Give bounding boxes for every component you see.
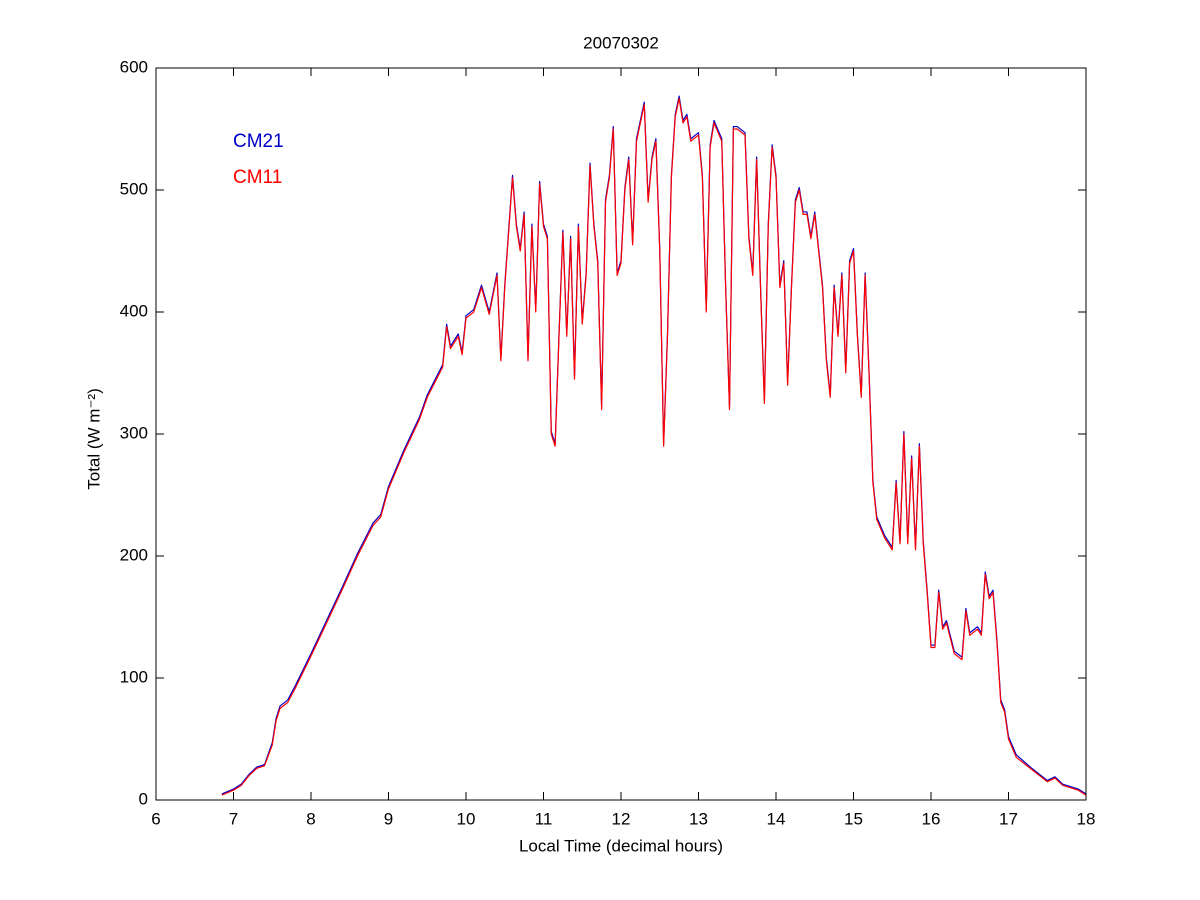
x-tick-label: 8 xyxy=(306,809,315,828)
x-axis-label: Local Time (decimal hours) xyxy=(519,836,723,855)
x-tick-label: 15 xyxy=(844,809,863,828)
y-tick-label: 400 xyxy=(120,301,148,320)
x-tick-label: 14 xyxy=(767,809,786,828)
x-tick-label: 12 xyxy=(612,809,631,828)
x-tick-label: 11 xyxy=(535,809,553,828)
y-tick-label: 0 xyxy=(139,789,148,808)
plot-frame xyxy=(155,67,1087,801)
y-tick-label: 100 xyxy=(120,667,148,686)
data-line xyxy=(221,97,1087,796)
y-tick-label: 200 xyxy=(120,545,148,564)
x-tick-label: 7 xyxy=(229,809,238,828)
x-tick-label: 17 xyxy=(999,809,1018,828)
y-tick-label: 300 xyxy=(120,423,148,442)
x-tick-label: 9 xyxy=(384,809,393,828)
x-tick-label: 13 xyxy=(689,809,708,828)
x-tick-label: 6 xyxy=(151,809,160,828)
chart-title: 20070302 xyxy=(583,33,659,52)
y-tick-label: 600 xyxy=(120,57,148,76)
legend-entry: CM21 xyxy=(233,131,284,152)
x-tick-label: 10 xyxy=(457,809,476,828)
x-tick-label: 16 xyxy=(922,809,941,828)
y-tick-label: 500 xyxy=(120,179,148,198)
x-tick-label: 18 xyxy=(1077,809,1096,828)
legend-entry: CM11 xyxy=(233,167,282,188)
y-axis-label: Total (W m⁻²) xyxy=(84,388,103,490)
